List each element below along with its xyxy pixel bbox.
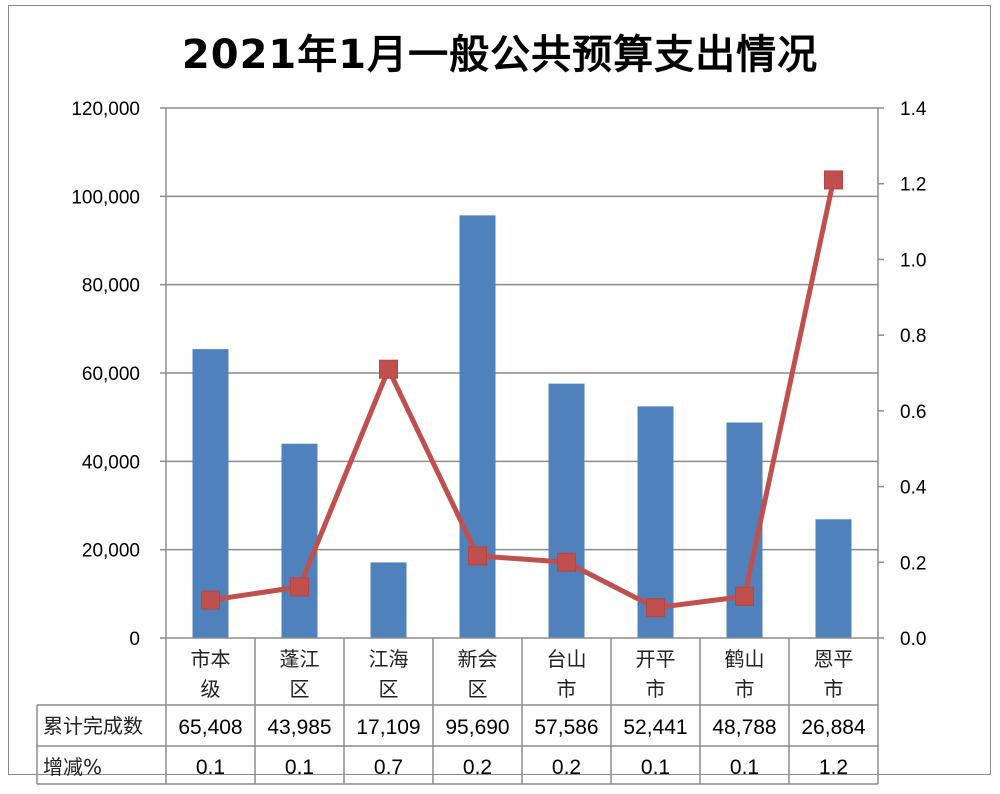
right-axis-label: 0.4: [900, 478, 927, 499]
line-marker-square-icon: [557, 552, 576, 572]
table-cell-value: 57,586: [534, 716, 598, 739]
category-label: 市本: [191, 647, 231, 671]
table-cell-value: 26,884: [801, 716, 866, 739]
category-label: 市: [824, 677, 844, 701]
table-cell-value: 0.7: [374, 756, 403, 779]
bar-2: [370, 562, 407, 638]
category-label: 市: [735, 677, 755, 701]
category-label: 蓬江: [280, 647, 320, 671]
chart-frame: [8, 5, 991, 775]
table-cell-value: 0.1: [196, 756, 225, 779]
category-label: 开平: [636, 647, 676, 671]
category-label: 江海: [369, 647, 409, 671]
table-cell-value: 43,985: [267, 716, 331, 739]
chart-title: 2021年1月一般公共预算支出情况: [181, 32, 819, 78]
category-label: 区: [468, 677, 488, 701]
bar-7: [815, 519, 852, 638]
line-marker-square-icon: [646, 598, 665, 618]
table-cell-value: 0.2: [552, 756, 581, 779]
category-label: 鹤山: [725, 647, 765, 671]
left-axis-label: 40,000: [82, 452, 140, 473]
category-label: 新会: [458, 647, 498, 671]
table-cell-value: 0.1: [730, 756, 759, 779]
category-label: 级: [201, 677, 221, 701]
table-row-header: 增减%: [43, 755, 102, 779]
bar-1: [281, 443, 318, 638]
left-axis-label: 60,000: [82, 364, 140, 385]
line-marker-square-icon: [468, 546, 487, 566]
left-axis-label: 0: [129, 629, 140, 650]
left-axis-label: 80,000: [82, 276, 140, 297]
left-axis-label: 120,000: [71, 99, 140, 120]
table-cell-value: 0.2: [463, 756, 492, 779]
line-marker-square-icon: [379, 359, 398, 379]
category-label: 区: [379, 677, 399, 701]
line-marker-square-icon: [201, 590, 220, 610]
table-cell-value: 65,408: [178, 716, 242, 739]
line-marker-square-icon: [290, 577, 309, 597]
left-axis-label: 100,000: [71, 187, 140, 208]
category-label: 恩平: [814, 647, 854, 671]
right-axis-label: 0.6: [900, 402, 926, 423]
right-axis-label: 0.0: [900, 629, 926, 650]
right-axis-label: 0.2: [900, 553, 926, 574]
line-marker-square-icon: [735, 586, 754, 606]
category-label: 台山: [547, 647, 587, 671]
right-axis-label: 1.4: [900, 99, 927, 120]
table-cell-value: 0.1: [641, 756, 670, 779]
bar-4: [548, 383, 585, 638]
table-cell-value: 48,788: [712, 716, 776, 739]
table-cell-value: 0.1: [285, 756, 314, 779]
table-cell-value: 95,690: [445, 716, 509, 739]
category-label: 区: [290, 677, 310, 701]
line-marker-square-icon: [824, 170, 843, 190]
table-cell-value: 1.2: [819, 756, 848, 779]
right-axis-label: 1.2: [900, 175, 926, 196]
right-axis-label: 0.8: [900, 326, 926, 347]
category-label: 市: [646, 677, 666, 701]
table-cell-value: 17,109: [356, 716, 420, 739]
category-label: 市: [557, 677, 577, 701]
right-axis-label: 1.0: [900, 250, 926, 271]
bar-0: [192, 349, 229, 638]
table-cell-value: 52,441: [623, 716, 687, 739]
line-series: [210, 179, 836, 611]
table-row-header: 累计完成数: [43, 714, 143, 738]
left-axis-label: 20,000: [82, 541, 140, 562]
bar-3: [459, 215, 496, 638]
